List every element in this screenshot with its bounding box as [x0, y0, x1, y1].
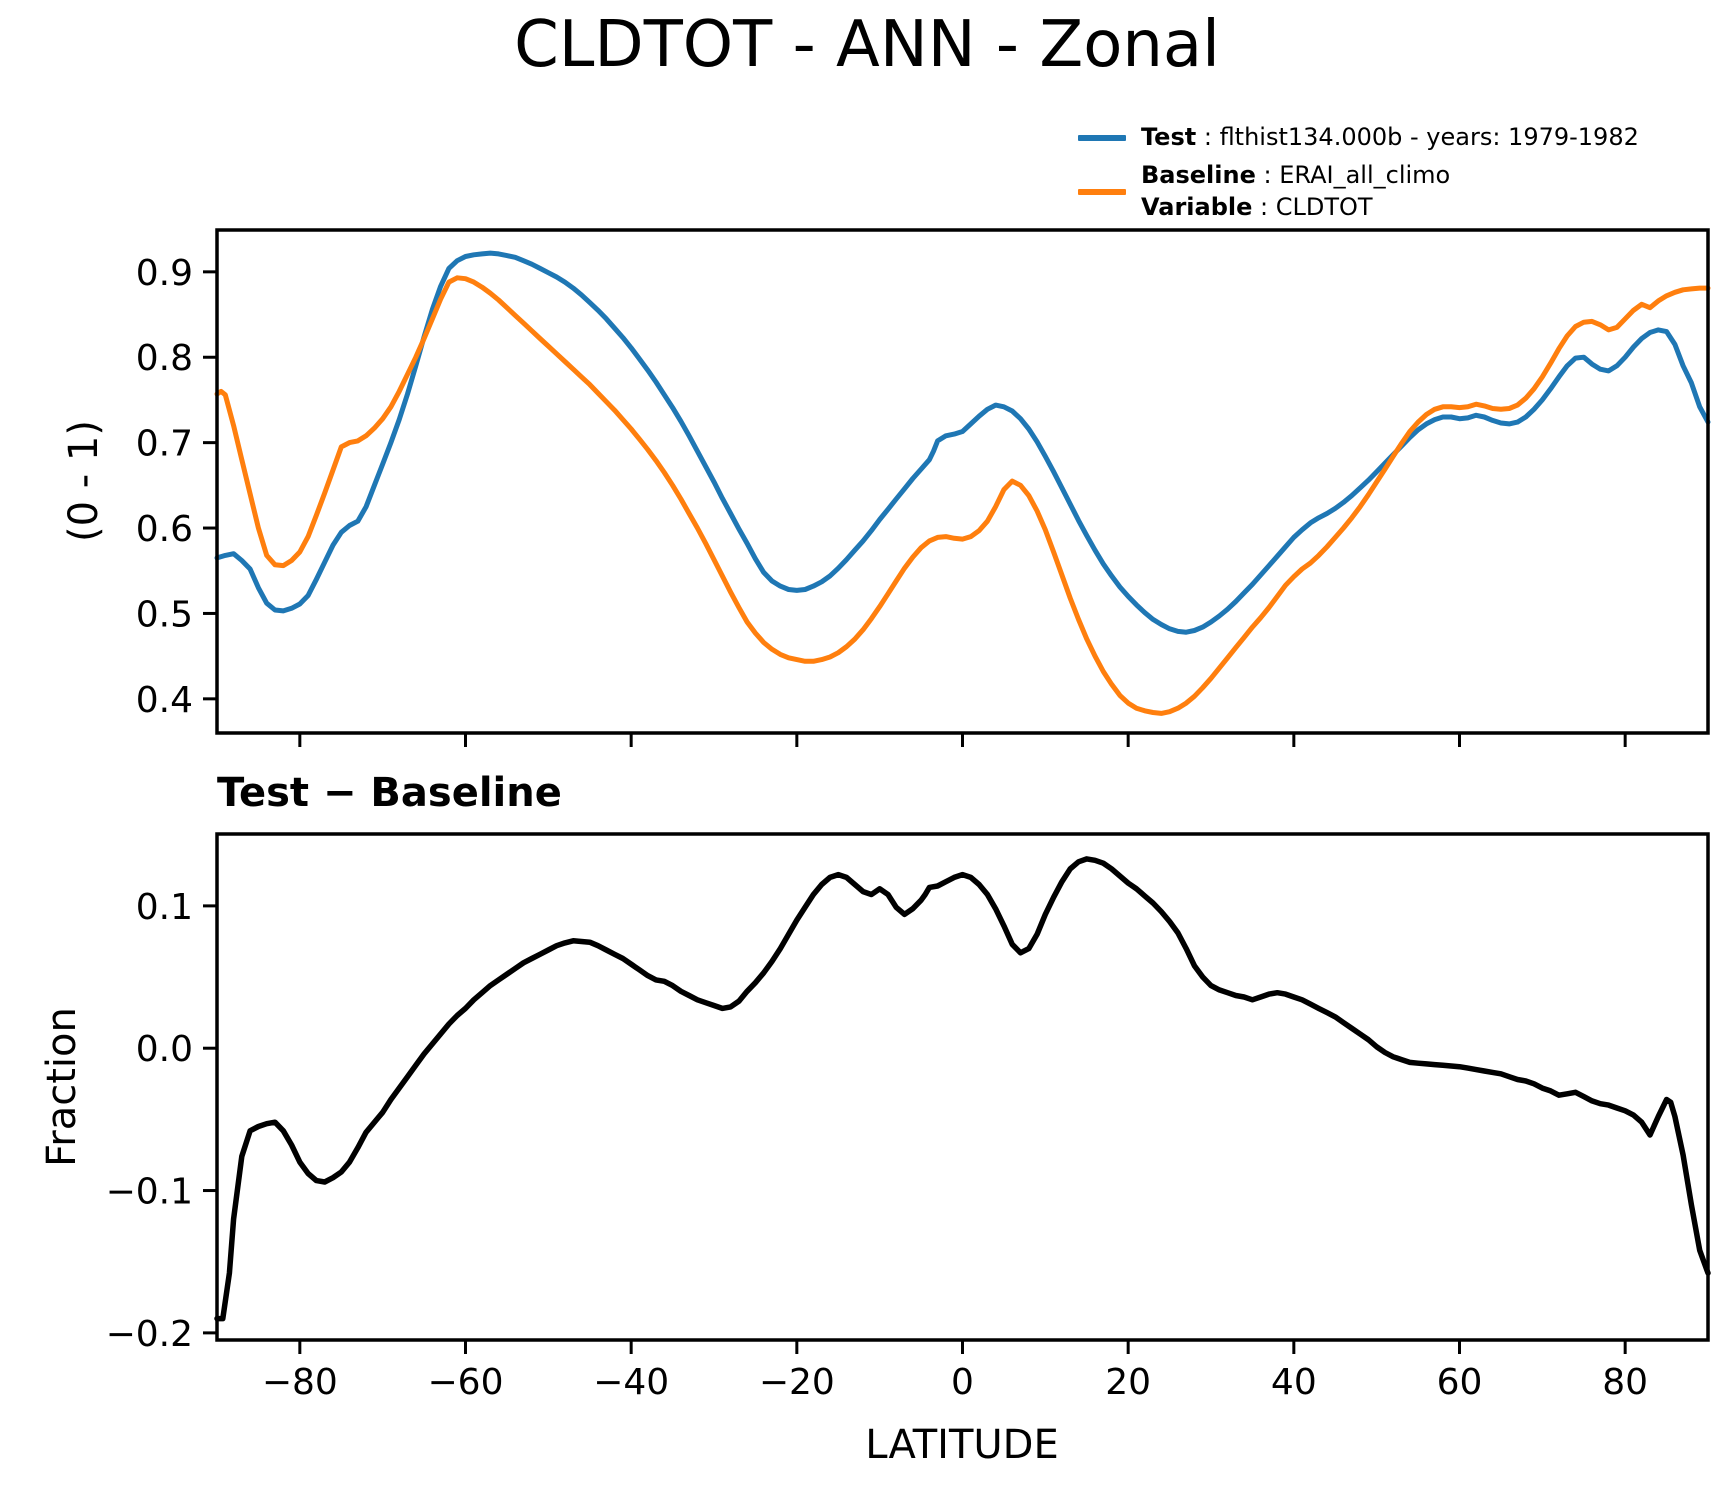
x-tick-label: 20 [1105, 1362, 1151, 1403]
baseline-line-swatch-icon [1078, 189, 1126, 195]
y-tick-label: −0.2 [106, 1314, 193, 1355]
y-tick-label: 0.9 [136, 253, 193, 294]
legend-entry-variable: Variable : CLDTOT [1141, 192, 1373, 224]
bottom-chart-y-axis-label: Fraction [39, 1007, 85, 1167]
legend-entry-baseline: Baseline : ERAI_all_climo [1141, 160, 1450, 192]
x-axis-label: LATITUDE [865, 1422, 1059, 1468]
legend-test-label: Test [1141, 123, 1197, 151]
y-tick-label: 0.7 [136, 424, 193, 465]
axes-frame [215, 228, 1710, 735]
x-tick-label: −80 [262, 1362, 338, 1403]
series-line-baseline [214, 275, 1711, 716]
legend-baseline-value: : ERAI_all_climo [1255, 161, 1451, 189]
y-tick-label: 0.4 [136, 680, 193, 721]
legend-variable-value: : CLDTOT [1252, 193, 1373, 221]
x-tick-label: 0 [951, 1362, 974, 1403]
series-line-test [214, 250, 1711, 635]
x-tick-label: 40 [1271, 1362, 1317, 1403]
axes-frame [215, 832, 1710, 1342]
y-tick-label: −0.1 [106, 1172, 193, 1213]
legend-test-value: : flthist134.000b - years: 1979-1982 [1196, 123, 1639, 151]
legend-baseline-label: Baseline [1141, 161, 1256, 189]
test-line-swatch-icon [1078, 135, 1126, 141]
y-tick-label: 0.6 [136, 509, 193, 550]
y-tick-label: 0.0 [136, 1029, 193, 1070]
series-line-test-baseline [214, 856, 1711, 1322]
x-tick-label: −20 [759, 1362, 835, 1403]
x-tick-label: −40 [593, 1362, 669, 1403]
x-tick-label: 80 [1602, 1362, 1648, 1403]
y-tick-label: 0.1 [136, 887, 193, 928]
bottom-chart-subtitle: Test − Baseline [217, 770, 562, 816]
x-tick-label: 60 [1437, 1362, 1483, 1403]
legend-variable-label: Variable [1141, 193, 1253, 221]
page-title: CLDTOT - ANN - Zonal [514, 8, 1220, 82]
top-chart-y-axis-label: (0 - 1) [61, 420, 107, 542]
y-tick-label: 0.5 [136, 594, 193, 635]
y-tick-label: 0.8 [136, 338, 193, 379]
x-tick-label: −60 [428, 1362, 504, 1403]
legend-entry-test: Test : flthist134.000b - years: 1979-198… [1141, 122, 1639, 154]
